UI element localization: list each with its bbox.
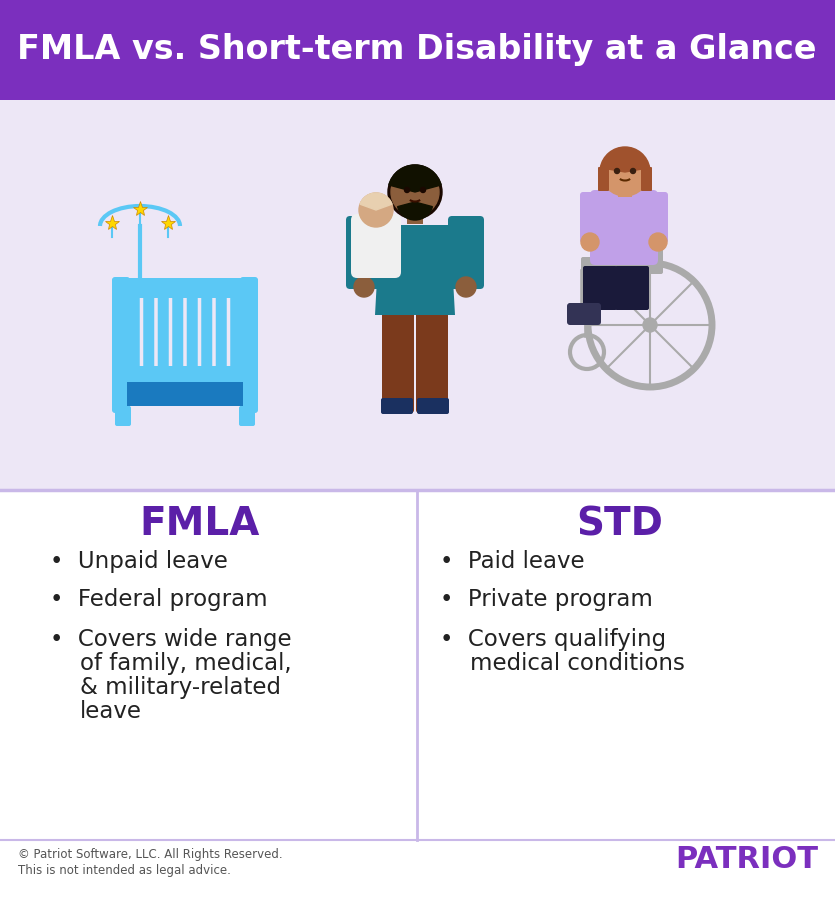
FancyBboxPatch shape [172,295,183,369]
FancyBboxPatch shape [187,295,198,369]
Wedge shape [389,165,441,192]
FancyBboxPatch shape [112,277,130,413]
Circle shape [649,233,667,251]
FancyBboxPatch shape [649,198,663,274]
Text: & military-related: & military-related [80,676,281,699]
Circle shape [354,277,374,297]
Text: medical conditions: medical conditions [470,652,685,675]
Bar [407,210,423,224]
FancyBboxPatch shape [569,303,599,313]
FancyBboxPatch shape [158,295,169,369]
Wedge shape [600,147,650,172]
FancyBboxPatch shape [641,167,652,191]
FancyBboxPatch shape [567,303,601,325]
Circle shape [404,187,409,193]
Text: FMLA: FMLA [139,505,261,543]
Text: of family, medical,: of family, medical, [80,652,291,675]
Text: STD: STD [576,505,664,543]
Circle shape [643,318,657,332]
Circle shape [388,165,442,219]
Text: FMLA vs. Short-term Disability at a Glance: FMLA vs. Short-term Disability at a Glan… [18,33,817,67]
FancyBboxPatch shape [144,295,154,369]
Text: leave: leave [80,700,142,723]
FancyBboxPatch shape [448,216,484,289]
FancyBboxPatch shape [581,257,657,274]
FancyBboxPatch shape [239,406,255,426]
FancyBboxPatch shape [215,295,227,369]
FancyBboxPatch shape [416,312,448,413]
FancyBboxPatch shape [351,214,401,278]
FancyBboxPatch shape [201,295,212,369]
FancyBboxPatch shape [113,366,257,382]
FancyBboxPatch shape [582,219,654,229]
Text: •  Covers qualifying: • Covers qualifying [440,628,666,651]
FancyBboxPatch shape [583,266,617,310]
FancyBboxPatch shape [115,406,131,426]
Circle shape [615,168,620,174]
Circle shape [581,233,599,251]
FancyBboxPatch shape [346,216,382,289]
Bar [127,378,243,406]
FancyBboxPatch shape [381,398,413,414]
FancyBboxPatch shape [590,190,658,265]
Text: This is not intended as legal advice.: This is not intended as legal advice. [18,864,230,877]
FancyBboxPatch shape [417,398,449,414]
Wedge shape [360,193,392,210]
Polygon shape [375,225,455,315]
Circle shape [630,168,635,174]
Bar [0,0,835,100]
Circle shape [359,193,393,227]
Text: •  Paid leave: • Paid leave [440,550,584,573]
FancyBboxPatch shape [112,278,258,298]
Wedge shape [397,202,433,220]
Circle shape [601,148,649,196]
FancyBboxPatch shape [382,312,414,413]
FancyBboxPatch shape [129,295,139,369]
Circle shape [391,168,439,216]
FancyBboxPatch shape [598,167,609,191]
Text: •  Federal program: • Federal program [50,588,268,611]
FancyBboxPatch shape [615,266,649,310]
Bar [0,490,835,840]
Circle shape [421,187,426,193]
Text: •  Covers wide range: • Covers wide range [50,628,291,651]
Bar [618,183,632,197]
Text: © Patriot Software, LLC. All Rights Reserved.: © Patriot Software, LLC. All Rights Rese… [18,848,282,861]
FancyBboxPatch shape [240,277,258,413]
FancyBboxPatch shape [230,295,241,369]
FancyBboxPatch shape [648,192,668,243]
Bar [0,100,835,490]
Text: •  Private program: • Private program [440,588,653,611]
Text: •  Unpaid leave: • Unpaid leave [50,550,228,573]
FancyBboxPatch shape [580,192,600,243]
Text: PATRIOT: PATRIOT [675,845,818,875]
Circle shape [456,277,476,297]
